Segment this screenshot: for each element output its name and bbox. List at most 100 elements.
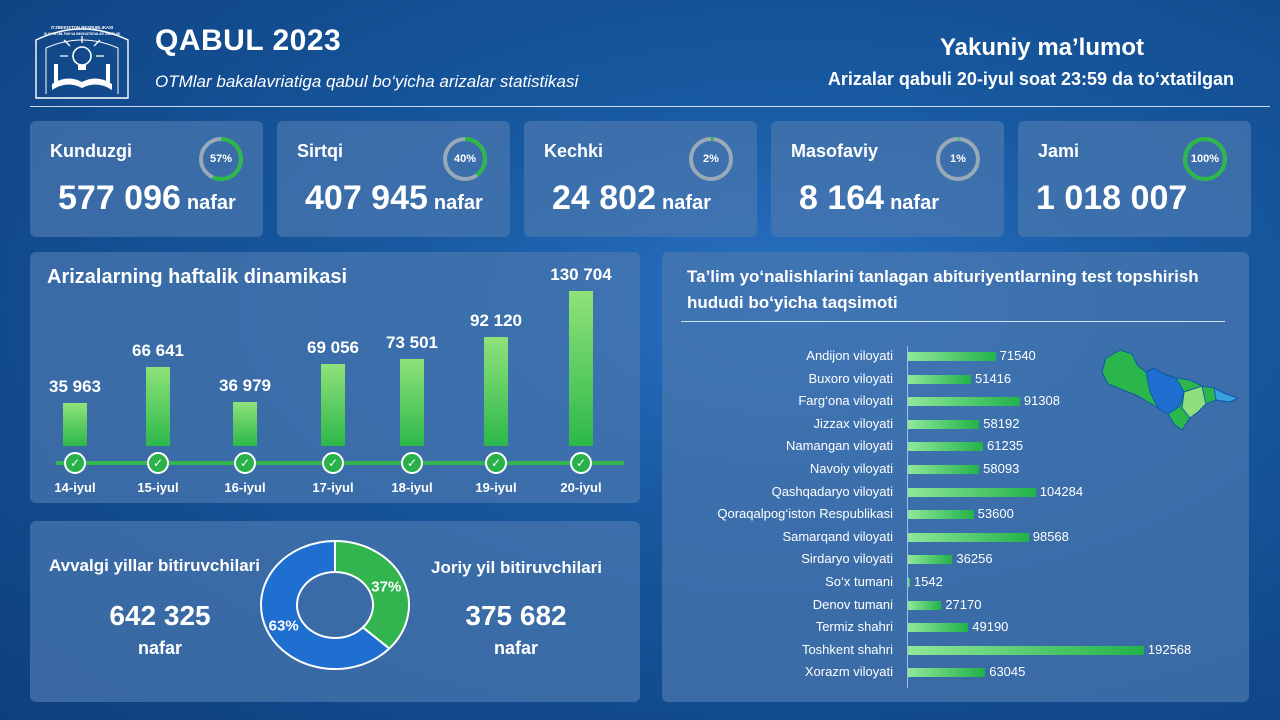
donut-slice-label: 63% <box>269 617 299 634</box>
region-label: Denov tumani <box>812 596 893 612</box>
region-value: 27170 <box>945 596 982 612</box>
ring-graphic <box>1183 137 1227 181</box>
region-bar <box>908 578 910 587</box>
region-label: Andijon viloyati <box>806 348 893 363</box>
region-value: 49190 <box>972 619 1009 635</box>
region-value: 91308 <box>1023 393 1060 409</box>
weekly-bar-category: 15-iyul <box>137 480 179 495</box>
stat-label: Kunduzgi <box>50 141 132 161</box>
ring-progress <box>199 137 243 181</box>
graduates-donut-chart: 37% 63% <box>260 539 410 670</box>
weekly-bar-value: 36 979 <box>219 376 271 396</box>
region-label: Termiz shahri <box>815 619 893 635</box>
stat-value: 1 018 007 <box>1036 179 1188 217</box>
regions-title-divider <box>681 321 1225 322</box>
region-label: Xorazm viloyati <box>804 664 893 680</box>
region-bar <box>908 600 942 610</box>
region-label: Namangan viloyati <box>786 438 893 454</box>
stat-ring: 100% <box>1181 135 1229 183</box>
weekly-bar <box>321 364 345 446</box>
stat-label: Masofaviy <box>791 141 879 161</box>
stat-card-jami: Jami 1 018 007 100% <box>1018 121 1251 237</box>
weekly-bar-category: 14-iyul <box>54 480 96 495</box>
regions-panel <box>662 252 1249 702</box>
weekly-bar <box>63 403 87 446</box>
weekly-bar-category: 18-iyul <box>391 480 433 495</box>
check-icon: ✓ <box>147 452 169 474</box>
stat-ring: 2% <box>687 135 735 183</box>
weekly-bar <box>233 402 257 446</box>
stat-card-masofaviy: Masofaviy 8 164 nafar 1% <box>771 121 1004 237</box>
region-bar <box>908 397 1020 407</box>
stat-label: Jami <box>1038 141 1080 161</box>
stat-label: Sirtqi <box>297 141 344 161</box>
ring-graphic <box>443 137 487 181</box>
check-icon: ✓ <box>322 452 344 474</box>
logo-text-country: O‘ZBEKISTON RESPUBLIKASI <box>51 25 113 30</box>
stat-value: 24 802 nafar <box>552 179 711 217</box>
ring-progress <box>936 137 980 181</box>
stat-label: Kechki <box>544 141 604 161</box>
region-bar <box>908 352 996 361</box>
ring-graphic <box>199 137 243 181</box>
region-bar <box>908 487 1036 497</box>
stat-card-kunduzgi: Kunduzgi 577 096 nafar 57% <box>30 121 263 237</box>
region-label: Toshkent shahri <box>801 641 893 657</box>
region-value: 36256 <box>956 551 993 567</box>
donut-slice <box>334 539 410 650</box>
region-label: Jizzax viloyati <box>813 415 893 431</box>
region-bar <box>908 555 953 565</box>
weekly-bar <box>569 291 593 446</box>
check-icon: ✓ <box>234 452 256 474</box>
header-divider <box>30 106 1270 107</box>
region-value: 192568 <box>1147 641 1192 657</box>
region-value: 71540 <box>999 348 1036 363</box>
logo-text-ministry: OLIY TA’LIM, FAN VA INNOVATSIYALAR VAZIR… <box>44 32 121 36</box>
current-year-unit: nafar <box>493 638 538 658</box>
weekly-bar-value: 66 641 <box>132 340 184 360</box>
weekly-bar <box>400 358 424 446</box>
current-year-label: Joriy yil bitiruvchilari <box>431 558 603 577</box>
region-bar <box>908 442 983 452</box>
stat-card-kechki: Kechki 24 802 nafar 2% <box>524 121 757 237</box>
stat-value: 8 164 nafar <box>799 179 939 217</box>
weekly-bar-value: 92 120 <box>470 310 522 330</box>
page-subtitle: OTMlar bakalavriatiga qabul bo‘yicha ari… <box>155 72 579 91</box>
ring-progress <box>689 137 733 181</box>
region-value: 58192 <box>983 415 1020 431</box>
stat-ring: 40% <box>441 135 489 183</box>
weekly-bar-value: 69 056 <box>307 338 359 358</box>
region-value: 104284 <box>1039 483 1084 499</box>
region-label: Farg‘ona viloyati <box>798 393 893 409</box>
weekly-bar-value: 73 501 <box>386 332 438 352</box>
ring-progress <box>1183 137 1227 181</box>
weekly-bar-category: 19-iyul <box>475 480 517 495</box>
weekly-bar-category: 16-iyul <box>224 480 266 495</box>
region-label: Qashqadaryo viloyati <box>771 483 893 499</box>
stat-ring: 1% <box>934 135 982 183</box>
region-label: Navoiy viloyati <box>809 461 893 476</box>
check-icon: ✓ <box>485 452 507 474</box>
region-bar <box>908 532 1029 542</box>
ring-graphic <box>689 137 733 181</box>
weekly-chart-title: Arizalarning haftalik dinamikasi <box>47 266 348 288</box>
region-bar <box>908 419 980 429</box>
weekly-bar <box>146 366 170 446</box>
regions-axis <box>907 346 908 688</box>
weekly-bar-value: 35 963 <box>49 377 101 397</box>
region-bar <box>908 623 969 633</box>
region-label: Samarqand viloyati <box>782 528 893 544</box>
region-bar <box>908 645 1144 655</box>
region-label: Sirdaryo viloyati <box>801 551 893 567</box>
stat-card-sirtqi: Sirtqi 407 945 nafar 40% <box>277 121 510 237</box>
uzbekistan-map-icon <box>1101 349 1240 431</box>
stat-value: 577 096 nafar <box>58 179 236 217</box>
region-bar <box>908 510 974 520</box>
stat-ring: 57% <box>197 135 245 183</box>
region-value: 51416 <box>974 370 1012 386</box>
regions-chart-title: Ta’lim yo‘nalishlarini tanlagan abituriy… <box>687 267 1199 312</box>
page-title: QABUL 2023 <box>155 24 342 57</box>
region-value: 1542 <box>913 574 943 589</box>
weekly-bar-category: 20-iyul <box>560 480 602 495</box>
region-label: Buxoro viloyati <box>808 370 893 386</box>
